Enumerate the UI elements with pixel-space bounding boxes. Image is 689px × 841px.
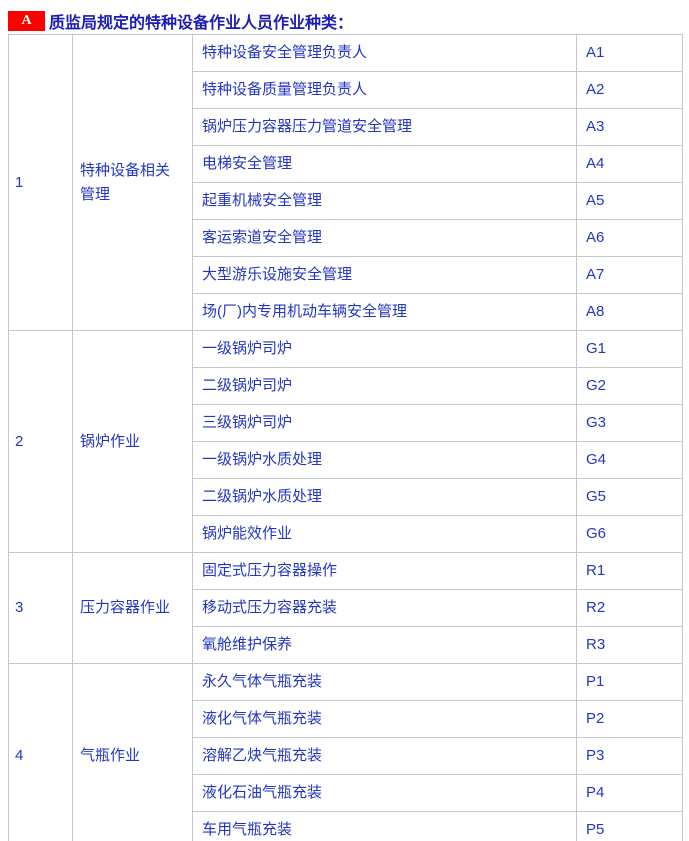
item-name-cell: 客运索道安全管理	[192, 219, 577, 257]
category-cell: 锅炉作业	[72, 330, 193, 553]
table-row-section1-item1: 1 特种设备相关管理 特种设备安全管理负责人 A1	[8, 34, 683, 331]
table-row-section2-item2: 二级锅炉司炉 G2	[9, 367, 683, 405]
item-code-cell: A4	[576, 145, 683, 183]
category-cell: 压力容器作业	[72, 552, 193, 664]
item-code-cell: G3	[576, 404, 683, 442]
item-code-cell: P4	[576, 774, 683, 812]
category-cell: 特种设备相关管理	[72, 34, 193, 331]
item-code-cell: A2	[576, 71, 683, 109]
item-code-cell: R2	[576, 589, 683, 627]
item-name-cell: 二级锅炉司炉	[192, 367, 577, 405]
item-name-cell: 三级锅炉司炉	[192, 404, 577, 442]
table-row-section4-item2: 液化气体气瓶充装 P2	[9, 700, 683, 738]
item-name-cell: 大型游乐设施安全管理	[192, 256, 577, 294]
table-row-section4-item4: 液化石油气瓶充装 P4	[9, 774, 683, 812]
item-code-cell: A3	[576, 108, 683, 146]
item-name-cell: 特种设备质量管理负责人	[192, 71, 577, 109]
table-row-section2-item1: 2 锅炉作业 一级锅炉司炉 G1	[8, 330, 683, 553]
table-row-section1-item4: 电梯安全管理 A4	[9, 145, 683, 183]
item-code-cell: R3	[576, 626, 683, 664]
item-code-cell: G6	[576, 515, 683, 553]
item-name-cell: 车用气瓶充装	[192, 811, 577, 841]
item-code-cell: G5	[576, 478, 683, 516]
table-row-section1-item5: 起重机械安全管理 A5	[9, 182, 683, 220]
item-name-cell: 液化石油气瓶充装	[192, 774, 577, 812]
category-cell: 气瓶作业	[72, 663, 193, 841]
item-name-cell: 二级锅炉水质处理	[192, 478, 577, 516]
item-code-cell: A5	[576, 182, 683, 220]
item-code-cell: P3	[576, 737, 683, 775]
item-name-cell: 特种设备安全管理负责人	[192, 34, 577, 72]
item-name-cell: 起重机械安全管理	[192, 182, 577, 220]
table-row-section1-item2: 特种设备质量管理负责人 A2	[9, 71, 683, 109]
table-row-section4-item1: 4 气瓶作业 永久气体气瓶充装 P1	[8, 663, 683, 841]
table-row-section2-item5: 二级锅炉水质处理 G5	[9, 478, 683, 516]
item-code-cell: P5	[576, 811, 683, 841]
item-name-cell: 锅炉压力容器压力管道安全管理	[192, 108, 577, 146]
item-name-cell: 锅炉能效作业	[192, 515, 577, 553]
table-row-section3-item3: 氧舱维护保养 R3	[9, 626, 683, 664]
page-header: A 质监局规定的特种设备作业人员作业种类：	[0, 0, 689, 34]
item-name-cell: 一级锅炉司炉	[192, 330, 577, 368]
table-row-section4-item3: 溶解乙炔气瓶充装 P3	[9, 737, 683, 775]
item-code-cell: G4	[576, 441, 683, 479]
section-badge: A	[8, 10, 45, 31]
table-row-section3-item1: 3 压力容器作业 固定式压力容器操作 R1	[8, 552, 683, 664]
item-code-cell: G2	[576, 367, 683, 405]
table-row-section2-item3: 三级锅炉司炉 G3	[9, 404, 683, 442]
item-code-cell: A1	[576, 34, 683, 72]
item-code-cell: A8	[576, 293, 683, 331]
section-number-cell: 4	[8, 663, 73, 841]
item-code-cell: G1	[576, 330, 683, 368]
item-code-cell: A6	[576, 219, 683, 257]
item-code-cell: P1	[576, 663, 683, 701]
section-number-cell: 1	[8, 34, 73, 331]
table-row-section1-item8: 场(厂)内专用机动车辆安全管理 A8	[9, 293, 683, 331]
table-row-section3-item2: 移动式压力容器充装 R2	[9, 589, 683, 627]
item-name-cell: 氧舱维护保养	[192, 626, 577, 664]
table-row-section4-item5: 车用气瓶充装 P5	[9, 811, 683, 841]
item-name-cell: 溶解乙炔气瓶充装	[192, 737, 577, 775]
item-name-cell: 固定式压力容器操作	[192, 552, 577, 590]
section-number-cell: 3	[8, 552, 73, 664]
item-code-cell: P2	[576, 700, 683, 738]
item-name-cell: 液化气体气瓶充装	[192, 700, 577, 738]
table-row-section2-item6: 锅炉能效作业 G6	[9, 515, 683, 553]
item-name-cell: 永久气体气瓶充装	[192, 663, 577, 701]
categories-table: 1 特种设备相关管理 特种设备安全管理负责人 A1 特种设备质量管理负责人 A2 锅炉压力容…	[8, 34, 683, 841]
item-code-cell: A7	[576, 256, 683, 294]
item-code-cell: R1	[576, 552, 683, 590]
item-name-cell: 电梯安全管理	[192, 145, 577, 183]
table-row-section1-item3: 锅炉压力容器压力管道安全管理 A3	[9, 108, 683, 146]
section-number-cell: 2	[8, 330, 73, 553]
table-row-section1-item6: 客运索道安全管理 A6	[9, 219, 683, 257]
item-name-cell: 场(厂)内专用机动车辆安全管理	[192, 293, 577, 331]
item-name-cell: 一级锅炉水质处理	[192, 441, 577, 479]
table-row-section1-item7: 大型游乐设施安全管理 A7	[9, 256, 683, 294]
item-name-cell: 移动式压力容器充装	[192, 589, 577, 627]
page-title: 质监局规定的特种设备作业人员作业种类：	[49, 14, 354, 32]
